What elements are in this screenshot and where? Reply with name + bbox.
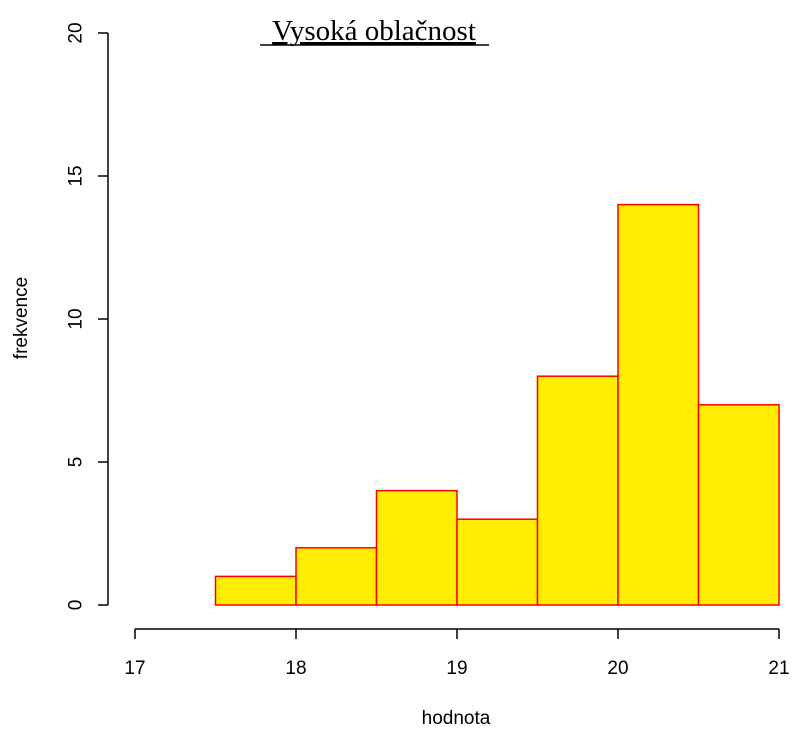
y-ticks: 0 5 10 15 20 bbox=[66, 22, 108, 610]
histogram-bar bbox=[375, 489, 458, 606]
x-tick-label: 18 bbox=[285, 658, 306, 679]
y-axis-title: frekvence bbox=[11, 277, 32, 359]
x-tick-label: 20 bbox=[607, 658, 628, 679]
y-tick-label: 5 bbox=[66, 457, 87, 468]
y-tick-label: 0 bbox=[66, 600, 87, 611]
histogram-bar bbox=[697, 404, 780, 606]
y-tick-label: 15 bbox=[66, 165, 87, 186]
histogram-bar bbox=[456, 518, 539, 606]
y-axis: 0 5 10 15 20 bbox=[66, 22, 109, 610]
x-tick-label: 19 bbox=[446, 658, 467, 679]
x-axis: 17 18 19 20 21 bbox=[124, 628, 790, 679]
histogram-bar bbox=[214, 575, 297, 606]
histogram-bar bbox=[617, 203, 700, 606]
x-axis-title: hodnota bbox=[422, 708, 491, 729]
x-tick-label: 21 bbox=[768, 658, 789, 679]
histogram-bar bbox=[536, 375, 619, 606]
y-tick-label: 10 bbox=[66, 308, 87, 329]
histogram-bar bbox=[295, 547, 378, 606]
x-tick-label: 17 bbox=[124, 658, 145, 679]
bars-group bbox=[214, 203, 780, 606]
x-ticks: 17 18 19 20 21 bbox=[124, 629, 790, 679]
y-tick-label: 20 bbox=[66, 22, 87, 43]
chart-title: Vysoká oblačnost bbox=[272, 15, 476, 47]
